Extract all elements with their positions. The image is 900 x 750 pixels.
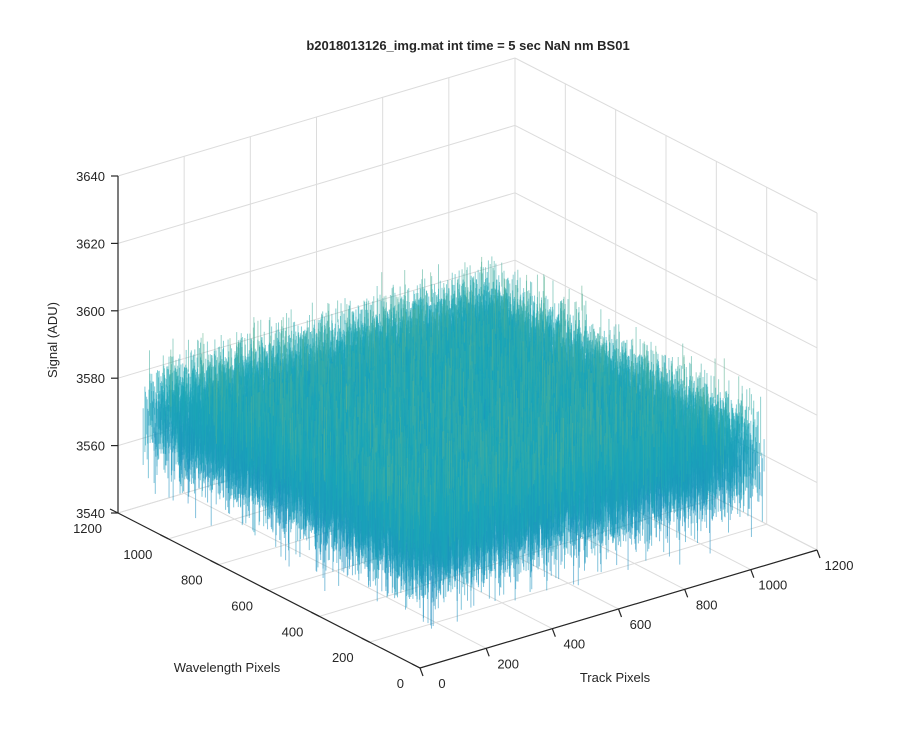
gridline bbox=[117, 192, 516, 312]
gridline bbox=[514, 259, 818, 416]
gridline bbox=[514, 192, 818, 349]
gridline bbox=[117, 124, 516, 244]
gridline bbox=[514, 57, 818, 214]
gridline bbox=[117, 259, 516, 379]
gridline bbox=[369, 523, 767, 643]
surface bbox=[142, 256, 765, 629]
gridline bbox=[117, 57, 516, 177]
gridline bbox=[514, 124, 818, 281]
